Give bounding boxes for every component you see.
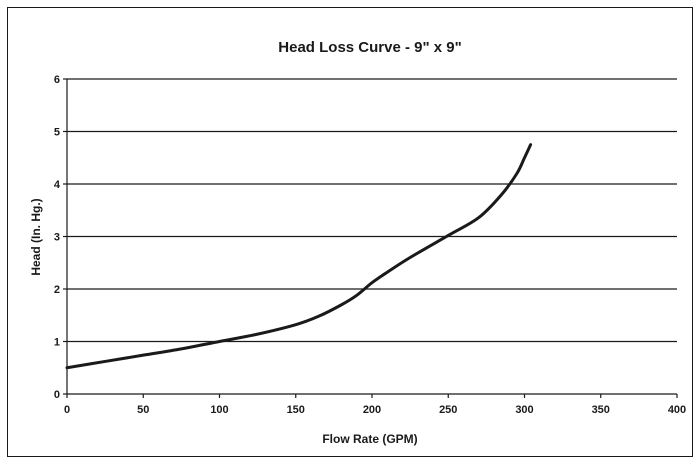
- x-axis-ticks: 0 50 100 150 200 250 300 350 400: [64, 394, 686, 416]
- grid-lines: [67, 78, 677, 343]
- chart-title: Head Loss Curve - 9" x 9": [278, 39, 461, 56]
- y-tick-label: 6: [54, 74, 60, 86]
- y-tick-label: 5: [54, 127, 60, 139]
- y-tick-label: 2: [54, 284, 60, 296]
- x-tick-label: 100: [210, 404, 228, 416]
- y-tick-label: 1: [54, 337, 60, 349]
- y-axis-label: Head (In. Hg.): [29, 198, 43, 275]
- chart-frame: [7, 7, 693, 457]
- y-tick-label: 3: [54, 232, 60, 244]
- y-tick-label: 0: [54, 389, 60, 401]
- y-axis-ticks: 0 1 2 3 4 5 6: [54, 74, 67, 401]
- x-tick-label: 300: [515, 404, 533, 416]
- x-tick-label: 350: [592, 404, 610, 416]
- head-loss-series-line: [65, 143, 533, 370]
- x-tick-label: 200: [363, 404, 381, 416]
- x-axis-label: Flow Rate (GPM): [322, 432, 417, 446]
- x-tick-label: 250: [439, 404, 457, 416]
- x-tick-label: 0: [64, 404, 70, 416]
- x-tick-label: 150: [287, 404, 305, 416]
- x-tick-label: 400: [668, 404, 686, 416]
- y-tick-label: 4: [54, 179, 61, 191]
- x-tick-label: 50: [137, 404, 149, 416]
